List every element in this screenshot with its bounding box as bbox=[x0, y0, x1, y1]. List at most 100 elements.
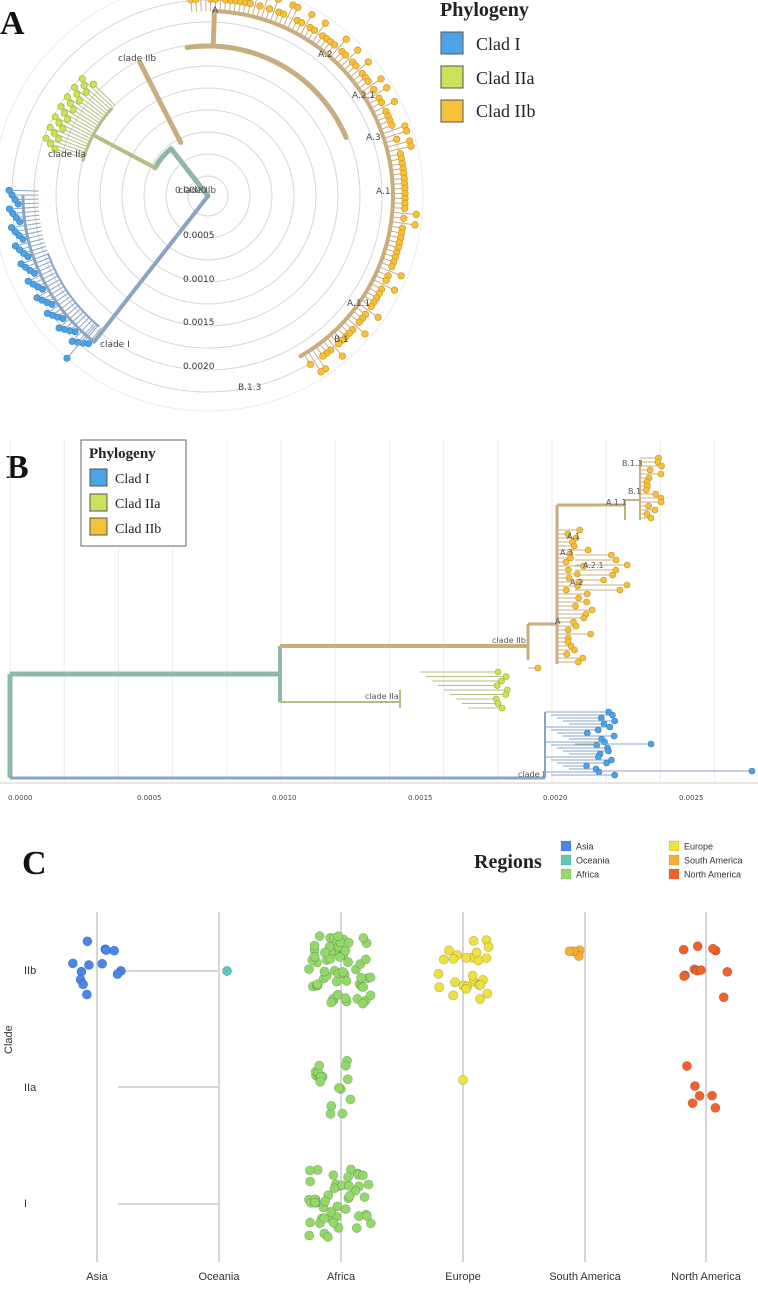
iia-leaf-branch bbox=[49, 143, 86, 156]
point-asia bbox=[81, 989, 92, 1000]
leaf-iib bbox=[279, 10, 288, 18]
point-africa bbox=[305, 1165, 315, 1176]
iia-leaf-branch bbox=[54, 148, 85, 159]
point-europe bbox=[448, 953, 459, 964]
leaf-clade-i bbox=[68, 337, 76, 345]
node-label-a21: A.2.1 bbox=[352, 91, 375, 101]
iib-leaf-branch bbox=[365, 87, 388, 101]
iia-leaf-branch bbox=[66, 96, 103, 122]
legend-label: South America bbox=[684, 856, 743, 866]
radial-tick-2: 0.0010 bbox=[183, 275, 215, 285]
radial-ring-3 bbox=[143, 131, 273, 261]
clade-i-leaf-branch bbox=[23, 245, 47, 254]
radial-tick-4: 0.0020 bbox=[183, 362, 215, 372]
leaf-iia bbox=[71, 84, 79, 92]
clade-i-leaf-branch bbox=[32, 271, 57, 285]
scatter-grid bbox=[96, 912, 707, 1262]
iib-leaf-branch bbox=[260, 0, 268, 20]
b-leaf-iia bbox=[502, 673, 510, 680]
b-leaf-iib-a21 bbox=[608, 551, 615, 559]
leaf-iib bbox=[192, 0, 200, 3]
iib-leaf-branch bbox=[299, 14, 313, 36]
iib-leaf-branch bbox=[378, 266, 402, 277]
y-tick-label: I bbox=[24, 1198, 27, 1210]
b-leaf-iib-a bbox=[588, 606, 596, 614]
x-tick-label: North America bbox=[671, 1271, 742, 1283]
b-leaf-iib-a21 bbox=[623, 581, 631, 589]
b-leaf-iib-a21 bbox=[616, 586, 624, 594]
leaf-clade-i bbox=[33, 294, 41, 302]
leaf-iib bbox=[294, 3, 302, 11]
leaf-iib bbox=[308, 11, 316, 19]
leaf-iib bbox=[274, 0, 282, 3]
point-oceania bbox=[222, 966, 232, 976]
iib-leaf-branch bbox=[340, 49, 359, 68]
leaf-clade-i bbox=[43, 309, 51, 317]
b-leaf-clade-i bbox=[605, 747, 612, 755]
clade-i-leaf-branch bbox=[69, 314, 87, 332]
iib-leaf-branch bbox=[329, 38, 347, 58]
point-north-america bbox=[710, 1102, 721, 1113]
iia-leaf-branch bbox=[60, 106, 98, 129]
iib-leaf-branch bbox=[311, 22, 326, 44]
x-tick-0: 0.0000 bbox=[8, 794, 33, 802]
b-node-a3: A.3 bbox=[560, 548, 573, 557]
scatter-axis-labels: Asia Oceania Africa Europe South America Nort… bbox=[24, 965, 742, 1283]
iia-leaf-branch bbox=[74, 87, 108, 115]
iib-leaf-branch bbox=[360, 78, 382, 93]
leaf-iib bbox=[187, 0, 195, 4]
legend-b-swatch-iib bbox=[89, 517, 108, 536]
b-leaf-iib-outlier bbox=[534, 664, 542, 672]
point-africa bbox=[334, 1083, 344, 1093]
point-africa bbox=[342, 1074, 353, 1085]
b-leaf-iib-a bbox=[563, 650, 571, 658]
leaf-iib bbox=[370, 86, 378, 94]
leaf-iia bbox=[51, 113, 59, 121]
point-africa bbox=[332, 1201, 343, 1212]
b-leaf-iib-b1 bbox=[647, 514, 655, 522]
leaf-iib bbox=[246, 0, 254, 8]
legend-label: Oceania bbox=[576, 856, 610, 866]
point-africa bbox=[363, 1179, 374, 1190]
iia-leaf-branch bbox=[72, 109, 99, 127]
iib-stem-a bbox=[210, 8, 217, 49]
leaf-iib bbox=[383, 84, 391, 92]
b-node-b13: B.1.3 bbox=[622, 459, 643, 468]
b-node-b1: B.1 bbox=[628, 487, 641, 496]
b-leaf-iib-a bbox=[583, 598, 590, 606]
point-europe bbox=[475, 994, 485, 1004]
legend-a-title: Phylogeny bbox=[440, 0, 529, 21]
iib-leaf-branch bbox=[385, 140, 411, 148]
leaf-iia bbox=[80, 82, 88, 90]
b-leaf-iib-a21 bbox=[600, 576, 607, 584]
leaf-iib bbox=[390, 98, 399, 106]
legend-label: Asia bbox=[576, 842, 594, 852]
b-leaf-clade-i bbox=[611, 771, 619, 779]
legend-b-label-iia: Clad IIa bbox=[115, 497, 161, 512]
clade-i-leaf-branch bbox=[18, 230, 43, 237]
point-africa bbox=[360, 954, 371, 965]
clade-i-leaf-branch bbox=[77, 322, 96, 343]
point-europe bbox=[438, 954, 449, 965]
point-africa bbox=[314, 931, 325, 942]
point-africa bbox=[315, 1076, 326, 1087]
point-africa bbox=[305, 1176, 316, 1187]
legend-swatch bbox=[668, 868, 680, 880]
b-leaf-clade-i bbox=[603, 759, 610, 767]
legend-a-swatch-iib bbox=[440, 99, 464, 123]
iia-stem bbox=[91, 132, 158, 170]
x-tick-label: South America bbox=[549, 1271, 621, 1283]
point-africa bbox=[337, 1108, 348, 1119]
b-leaf-iib-a bbox=[571, 646, 578, 654]
b-leaf-iia bbox=[494, 700, 502, 707]
root-branch bbox=[168, 146, 211, 199]
b-leaf-clade-i bbox=[600, 720, 608, 728]
b-node-a1: A.1 bbox=[567, 532, 580, 541]
radial-ring-2 bbox=[165, 153, 251, 239]
x-tick-label: Oceania bbox=[199, 1271, 241, 1283]
leaf-iib bbox=[361, 330, 369, 338]
legend-swatch bbox=[668, 840, 680, 852]
node-label-a: A bbox=[212, 6, 219, 16]
b-node-a11: A.1.1 bbox=[606, 498, 627, 507]
leaf-iib bbox=[319, 352, 327, 360]
